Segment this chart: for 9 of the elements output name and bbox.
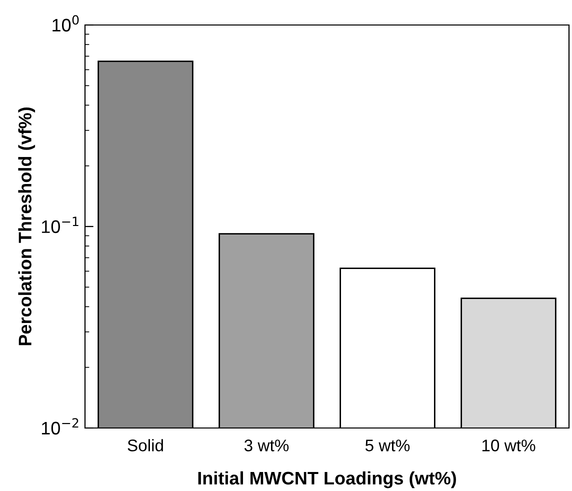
- y-tick-label: 10$^{−1}$: [42, 216, 78, 234]
- x-tick-label: 10 wt%: [482, 440, 536, 452]
- x-tick-label: 3 wt%: [244, 440, 289, 452]
- x-axis-title: Initial MWCNT Loadings (wt%): [198, 471, 456, 488]
- y-tick-label: 10$^{0}$: [52, 15, 79, 32]
- x-tick-label: 5 wt%: [365, 440, 410, 452]
- x-tick-label: Solid: [128, 439, 163, 452]
- y-axis-title: Percolation Threshold (vf%): [18, 108, 36, 346]
- y-tick-label: 10$^{−2}$: [42, 418, 78, 435]
